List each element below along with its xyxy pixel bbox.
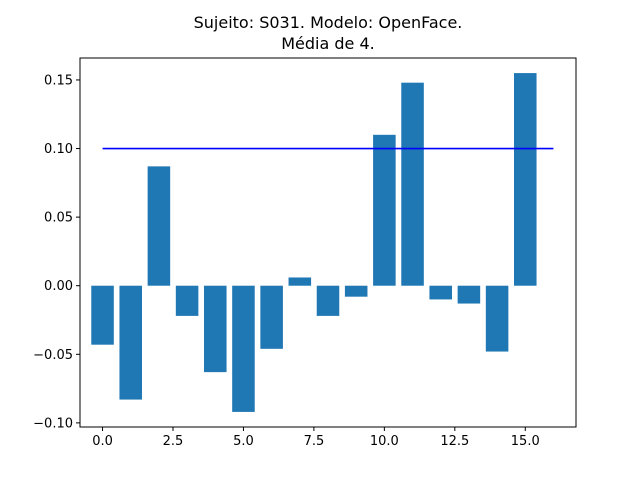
bar-5 [232,285,255,412]
bar-3 [175,285,199,316]
y-tick-label-2: 0.00 [44,279,73,294]
bar-14 [485,285,509,352]
bar-2 [147,166,171,286]
x-tick-label-5: 12.5 [440,434,469,449]
bar-9 [344,285,368,297]
y-tick-label-4: 0.10 [44,142,73,157]
bar-12 [429,285,452,300]
bar-15 [514,73,537,286]
bar-11 [401,82,424,286]
bar-8 [316,285,340,316]
x-tick-label-3: 7.5 [304,434,325,449]
y-tick-label-0: −0.10 [33,416,73,431]
plot-area: 0.0 2.5 5.0 7.5 10.0 12.5 15.0 −0.10 −0.05 0.00 0.… [33,57,577,449]
x-tick-label-1: 2.5 [163,434,184,449]
x-tick-label-4: 10.0 [370,434,399,449]
y-tick-label-5: 0.15 [44,73,73,88]
y-tick-label-3: 0.05 [44,211,73,226]
bar-4 [204,285,227,373]
bar-6 [260,285,283,349]
axes-frame [79,57,577,428]
x-tick-label-0: 0.0 [92,434,113,449]
y-tick-label-1: −0.05 [33,348,73,363]
bar-1 [119,285,142,400]
x-tick-label-2: 5.0 [233,434,254,449]
bar-7 [288,277,312,286]
bar-13 [457,285,481,304]
chart-title: Sujeito: S031. Modelo: OpenFace. [194,13,463,32]
bar-10 [373,134,396,286]
x-tick-label-6: 15.0 [511,434,540,449]
bar-0 [91,285,114,345]
chart-subtitle: Média de 4. [281,34,375,53]
